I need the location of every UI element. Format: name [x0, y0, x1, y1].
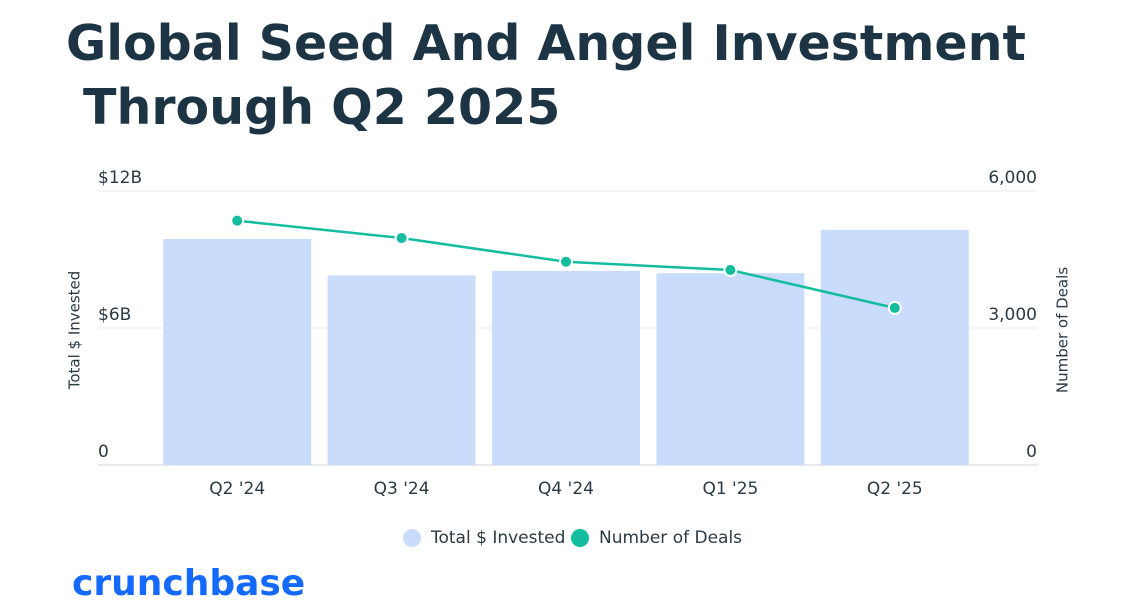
line-point	[230, 213, 245, 228]
y-tick-label: $12B	[98, 168, 142, 188]
y2-tick-label: 3,000	[988, 305, 1037, 325]
bar	[163, 238, 312, 465]
bar	[820, 229, 969, 465]
y2-axis-title: Number of Deals	[1054, 267, 1072, 393]
legend-label: Number of Deals	[599, 528, 742, 548]
y-tick-label: 0	[98, 442, 109, 462]
line-point	[887, 300, 902, 315]
line-point	[559, 254, 573, 269]
bar	[492, 270, 640, 465]
y2-tick-label: 0	[1026, 442, 1037, 462]
y-tick-label: $6B	[98, 305, 131, 325]
x-tick-label: Q2 '25	[867, 479, 923, 499]
y2-tick-label: 6,000	[988, 168, 1037, 188]
chart-title: Global Seed And Angel Investment Through…	[66, 15, 1026, 136]
legend-label: Total $ Invested	[430, 528, 565, 548]
x-tick-label: Q3 '24	[374, 479, 430, 499]
x-tick-label: Q2 '24	[209, 479, 265, 499]
legend-swatch	[403, 529, 421, 547]
x-tick-label: Q4 '24	[538, 479, 594, 499]
brand-logo: crunchbase	[72, 563, 305, 604]
bar	[656, 273, 805, 465]
line-point	[723, 263, 738, 278]
x-tick-label: Q1 '25	[702, 479, 758, 499]
legend-swatch	[571, 529, 589, 547]
line-point	[394, 231, 409, 246]
y-axis-title: Total $ Invested	[66, 271, 84, 391]
bar	[327, 275, 476, 465]
